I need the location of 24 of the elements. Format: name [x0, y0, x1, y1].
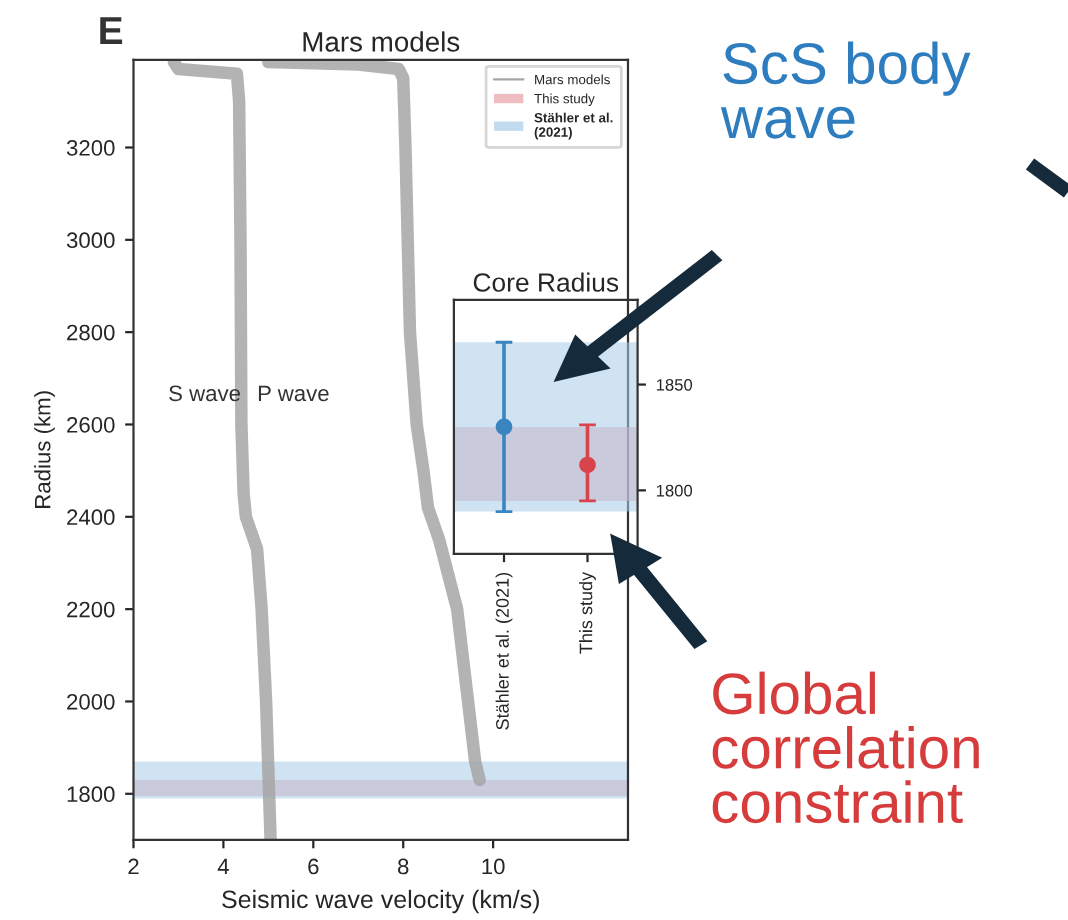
y-tick-label: 2600 — [67, 417, 115, 433]
text: ScS body wave — [720, 41, 971, 139]
text: E — [100, 17, 123, 44]
chart-title: Core Radius — [473, 272, 619, 292]
annotation: S wave — [169, 385, 240, 402]
x-tick-label: 6 — [308, 858, 319, 875]
y-tick-label: 2200 — [67, 601, 115, 618]
chart-title: Mars models — [303, 31, 460, 52]
y-axis-title: Radius (km) — [34, 391, 55, 508]
y-tick-label: 1800 — [656, 484, 693, 497]
y-tick-label: 1800 — [67, 786, 115, 803]
x-tick-label: 8 — [398, 858, 409, 875]
y-tick-label: 3200 — [66, 140, 115, 156]
annotation: P wave — [258, 385, 329, 402]
x-tick-label: 2 — [128, 858, 139, 875]
y-tick-label: 3000 — [66, 232, 115, 249]
y-tick-label: 2400 — [67, 509, 115, 526]
x-tick-label: 4 — [217, 858, 229, 875]
x-axis-title: Seismic wave velocity (km/s) — [222, 889, 539, 914]
x-tick-label: 10 — [482, 858, 505, 875]
text: Global correlation constraint — [712, 671, 979, 824]
y-tick-label: 2800 — [67, 324, 115, 341]
y-tick-label: 2000 — [67, 694, 115, 710]
y-tick-label: 1850 — [656, 378, 693, 391]
